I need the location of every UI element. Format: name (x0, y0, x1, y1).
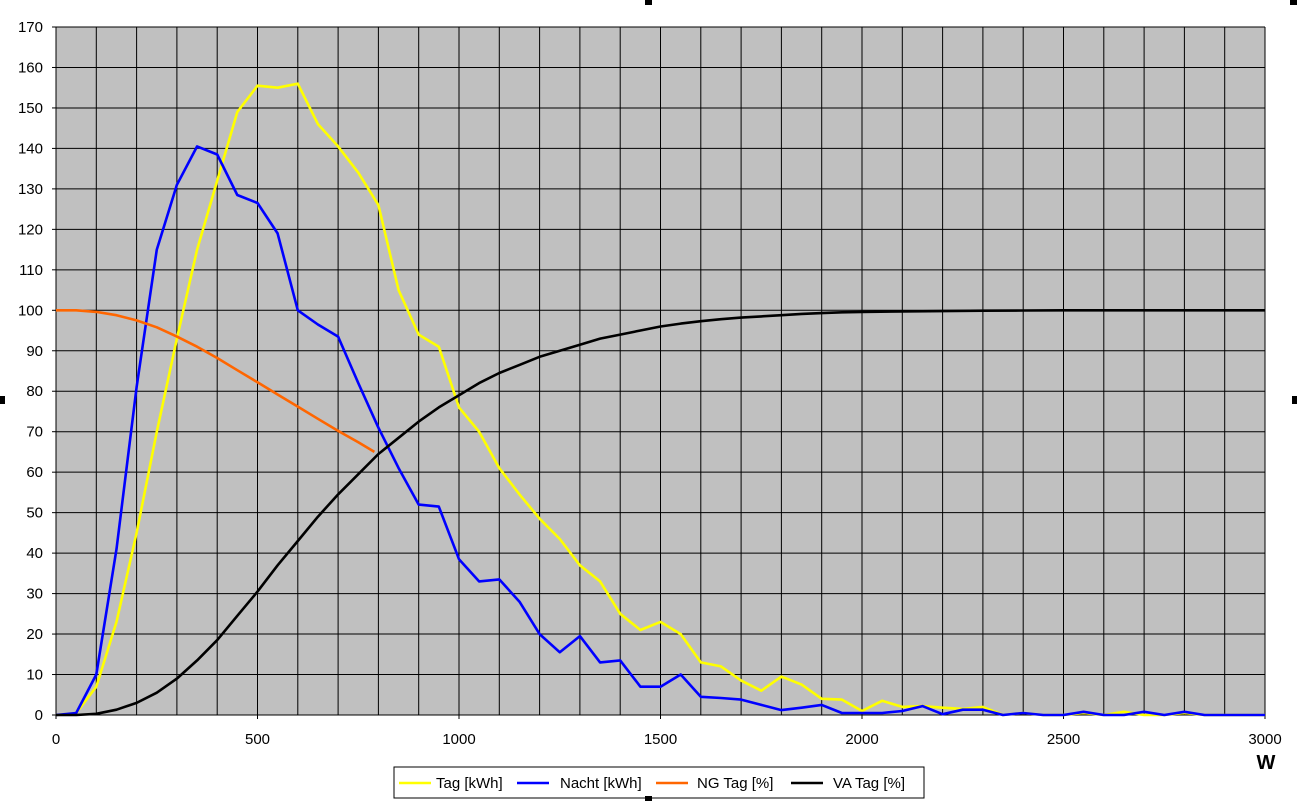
x-tick-label: 3000 (1248, 731, 1281, 748)
series-line-va-tag (56, 309, 1265, 717)
y-tick-label: 140 (18, 140, 43, 157)
legend: Tag [kWh] Nacht [kWh] NG Tag [%] VA Tag [%] (393, 766, 925, 799)
y-tick-label: 20 (26, 626, 43, 643)
selection-handle (1292, 396, 1297, 404)
grid-lines (55, 26, 1266, 716)
series-lines (55, 82, 1265, 717)
y-tick-label: 110 (19, 262, 43, 279)
y-tick-label: 50 (26, 505, 43, 522)
y-tick-label: 100 (18, 302, 43, 319)
x-tick-label: 1500 (644, 731, 677, 748)
tick-labels: 0 10 20 30 40 50 60 70 80 90 100 110 120 130 140 150 160… (18, 19, 1282, 748)
y-tick-label: 70 (26, 424, 43, 441)
selection-handle (645, 796, 652, 801)
y-tick-label: 10 (26, 667, 43, 684)
y-tick-label: 170 (18, 19, 43, 36)
y-tick-label: 60 (26, 464, 43, 481)
selection-handle (0, 396, 5, 404)
x-tick-label: 2000 (845, 731, 878, 748)
x-tick-label: 0 (52, 731, 60, 748)
y-tick-label: 130 (18, 181, 43, 198)
y-tick-label: 120 (18, 221, 43, 238)
legend-label-va-tag: VA Tag [%] (833, 775, 905, 792)
legend-label-nacht: Nacht [kWh] (560, 775, 642, 792)
y-tick-label: 40 (26, 545, 43, 562)
x-tick-label: 500 (245, 731, 270, 748)
y-tick-label: 30 (26, 586, 43, 603)
y-tick-label: 80 (26, 383, 43, 400)
y-tick-label: 150 (18, 100, 43, 117)
selection-handle (1290, 0, 1297, 5)
selection-handle (645, 0, 652, 5)
x-tick-label: 2500 (1047, 731, 1080, 748)
legend-label-ng-tag: NG Tag [%] (697, 775, 773, 792)
y-tick-label: 90 (26, 343, 43, 360)
y-tick-label: 160 (18, 59, 43, 76)
series-line-nacht (55, 145, 1265, 717)
x-tick-label: 1000 (442, 731, 475, 748)
x-axis-unit-label: W (1257, 752, 1276, 774)
y-tick-label: 0 (35, 707, 43, 724)
legend-label-tag: Tag [kWh] (436, 775, 503, 792)
series-line-ng-tag (56, 309, 376, 454)
